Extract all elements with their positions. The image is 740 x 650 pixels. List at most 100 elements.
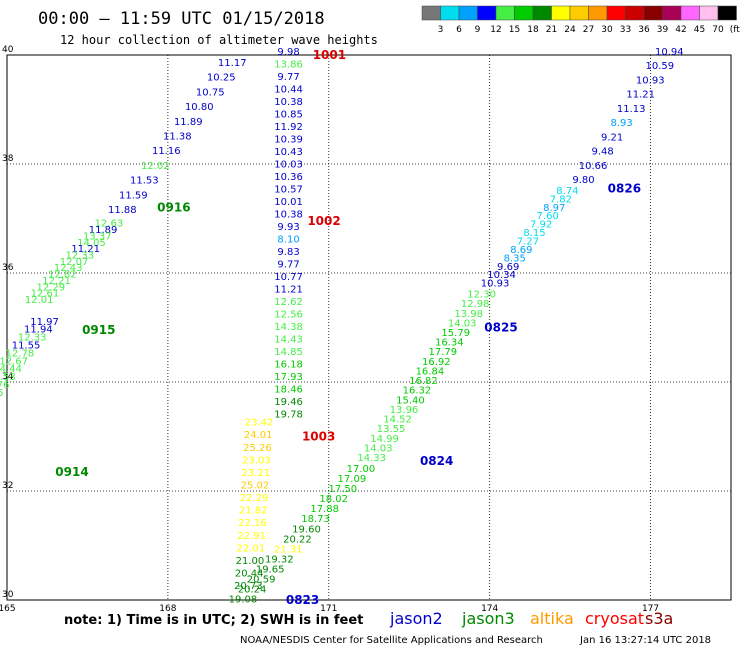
- swh-value: 12.21: [42, 276, 71, 287]
- swh-value: 14.43: [274, 334, 303, 345]
- swh-value: 18.46: [274, 384, 303, 395]
- swh-value: 13.55: [377, 424, 406, 435]
- swh-value: 15.40: [396, 395, 425, 406]
- satellite-legend-jason2: jason2: [389, 609, 443, 628]
- swh-value: 11.59: [119, 190, 148, 201]
- swh-value: 17.50: [328, 484, 357, 495]
- swh-value: 21.82: [239, 506, 268, 517]
- swh-value: 19.78: [274, 409, 303, 420]
- swh-value: 12.01: [25, 295, 54, 306]
- swh-value: 10.39: [274, 134, 303, 145]
- y-tick-label: 36: [2, 263, 14, 273]
- scale-swatch: [588, 5, 608, 21]
- note-text: note: 1) Time is in UTC; 2) SWH is in fe…: [64, 613, 363, 628]
- scale-swatch: [551, 5, 571, 21]
- swh-value: 12.43: [54, 263, 83, 274]
- footer-credit: NOAA/NESDIS Center for Satellite Applica…: [240, 635, 543, 646]
- swh-value: 19.46: [274, 397, 303, 408]
- swh-value: 16.18: [274, 359, 303, 370]
- scale-label: 30: [601, 25, 613, 35]
- swh-value: 16.92: [422, 357, 451, 368]
- scale-swatch: [662, 5, 682, 21]
- swh-value: 14.99: [370, 434, 399, 445]
- x-tick-label: 171: [320, 604, 337, 614]
- swh-value: 11.13: [617, 104, 646, 115]
- swh-value: 17.88: [310, 504, 339, 515]
- swh-value: 16.32: [403, 386, 432, 397]
- satellite-legend-s3a: s3a: [645, 609, 673, 628]
- satellite-legend-jason3: jason3: [461, 609, 515, 628]
- swh-value: 12.82: [48, 270, 77, 281]
- swh-value: 18.73: [301, 514, 330, 525]
- swh-value: 10.77: [274, 272, 303, 283]
- swh-value: 11.21: [274, 284, 303, 295]
- swh-value: 25.02: [241, 480, 270, 491]
- y-tick-label: 40: [2, 45, 14, 55]
- swh-value: 14.03: [448, 318, 477, 329]
- scale-swatch: [643, 5, 663, 21]
- swh-value: 12.33: [18, 333, 47, 344]
- swh-value: 19.65: [256, 565, 285, 576]
- swh-value: 12.98: [461, 299, 490, 310]
- scale-swatch: [514, 5, 534, 21]
- swh-value: 12.67: [0, 356, 28, 367]
- swh-value: 21.00: [236, 556, 265, 567]
- scale-label: 3: [438, 25, 444, 35]
- swh-value: 9.80: [572, 175, 594, 186]
- swh-value: 10.38: [274, 209, 303, 220]
- swh-value: 12.56: [274, 309, 303, 320]
- scale-label: 6: [456, 25, 462, 35]
- swh-value: 10.25: [207, 73, 236, 84]
- swh-value: 20.59: [247, 575, 276, 586]
- swh-value: 16.82: [409, 376, 438, 387]
- y-tick-label: 30: [2, 590, 14, 600]
- swh-value: 11.38: [163, 131, 192, 142]
- footer-timestamp: Jan 16 13:27:14 UTC 2018: [579, 635, 711, 646]
- swh-value: 20.44: [235, 569, 264, 580]
- swh-value: 8.93: [611, 118, 633, 129]
- swh-value: 12.63: [95, 219, 124, 230]
- page-subtitle: 12 hour collection of altimeter wave hei…: [60, 33, 378, 47]
- swh-value: 10.93: [481, 279, 510, 290]
- swh-value: 23.21: [241, 468, 270, 479]
- swh-value: 10.75: [196, 87, 225, 98]
- swh-value: 12.29: [36, 282, 65, 293]
- swh-value: 17.79: [428, 347, 457, 358]
- swh-value: 15.79: [441, 328, 470, 339]
- swh-value: 20.73: [234, 581, 263, 592]
- swh-value: 14.53: [0, 372, 16, 383]
- map-frame: [6, 54, 732, 601]
- scale-label: 33: [620, 25, 631, 35]
- scale-label: 21: [546, 25, 557, 35]
- swh-value: 14.03: [364, 443, 393, 454]
- swh-value: 11.97: [30, 317, 59, 328]
- x-tick-label: 177: [642, 604, 659, 614]
- swh-value: 24.01: [244, 430, 273, 441]
- swh-value: 8.10: [277, 234, 299, 245]
- swh-value: 22.16: [238, 518, 267, 529]
- swh-value: 7.27: [517, 237, 539, 248]
- pass-time-label: 1002: [307, 214, 340, 228]
- swh-value: 14.26: [0, 388, 3, 399]
- scale-label: 15: [509, 25, 520, 35]
- swh-value: 14.33: [357, 453, 386, 464]
- swh-value: 19.60: [292, 524, 321, 535]
- swh-value: 9.69: [497, 262, 519, 273]
- swh-value: 8.97: [543, 203, 565, 214]
- swh-value: 11.55: [12, 340, 41, 351]
- pass-time-label: 1001: [313, 48, 346, 62]
- swh-value: 16.84: [416, 366, 445, 377]
- swh-value: 12.78: [6, 348, 35, 359]
- swh-value: 10.59: [645, 61, 674, 72]
- swh-value: 20.22: [283, 534, 312, 545]
- swh-value: 11.94: [24, 325, 53, 336]
- swh-value: 12.33: [66, 250, 95, 261]
- scale-swatch: [477, 5, 497, 21]
- swh-value: 8.15: [523, 228, 545, 239]
- x-tick-label: 174: [481, 604, 498, 614]
- scale-label: 24: [564, 25, 576, 35]
- scale-label: 70: [712, 25, 724, 35]
- satellite-legend-altika: altika: [530, 609, 574, 628]
- scale-label: 12: [490, 25, 501, 35]
